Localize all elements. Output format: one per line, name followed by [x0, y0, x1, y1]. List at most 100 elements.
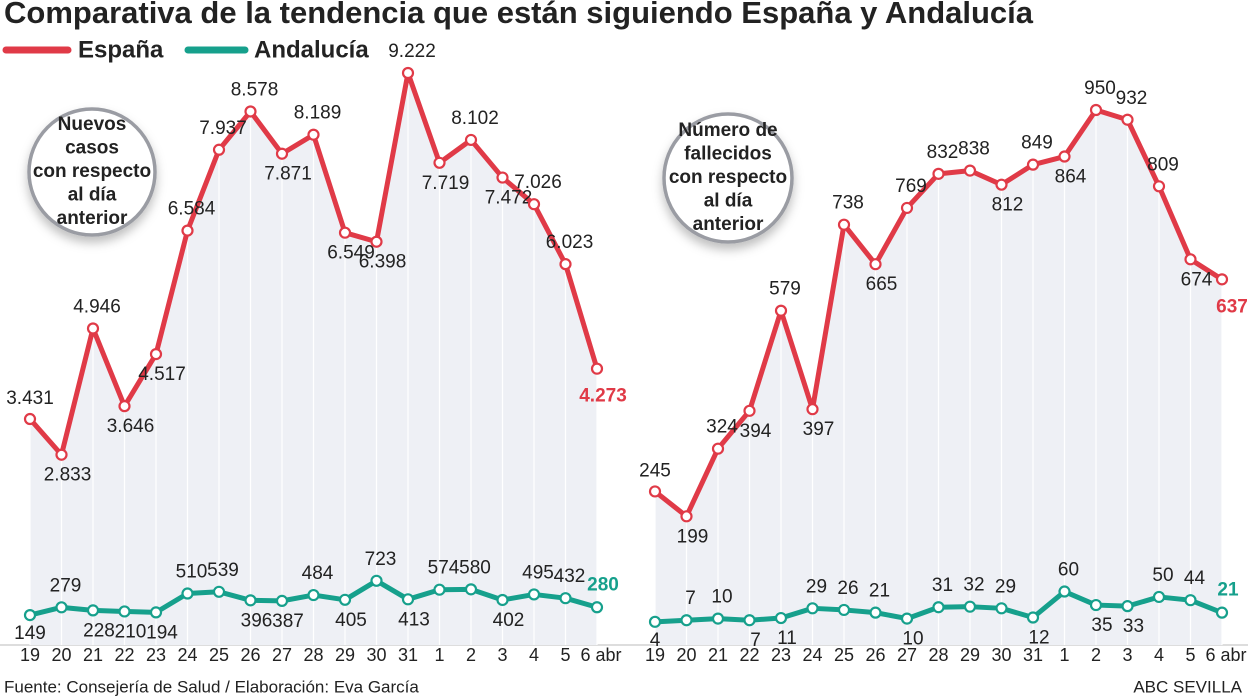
- data-point: [401, 66, 415, 80]
- value-label: 8.189: [294, 103, 342, 124]
- data-point: [118, 400, 131, 413]
- value-label: 484: [302, 563, 334, 584]
- value-label: 210: [115, 621, 147, 642]
- data-point: [1121, 113, 1134, 126]
- value-label: 396: [241, 610, 273, 631]
- value-label: 413: [398, 609, 430, 630]
- x-tick-label: 6 abr: [580, 645, 621, 665]
- annotation-text: Nuevos: [58, 114, 127, 135]
- value-label: 35: [1091, 615, 1112, 636]
- value-label: 950: [1084, 78, 1116, 99]
- annotation-circle: [662, 112, 794, 244]
- x-tick-label: 22: [114, 645, 134, 665]
- value-label: 580: [459, 557, 491, 578]
- data-point: [307, 588, 320, 602]
- value-label: 838: [958, 139, 990, 160]
- data-point: [559, 258, 572, 271]
- data-point: [433, 583, 446, 596]
- data-point: [1026, 158, 1040, 171]
- value-label: 4.946: [73, 296, 121, 317]
- data-point: [837, 603, 851, 617]
- value-label: 932: [1116, 88, 1148, 109]
- data-point: [590, 362, 604, 375]
- x-tick-label: 1: [1059, 645, 1069, 665]
- data-point: [55, 448, 68, 461]
- value-label: 4: [650, 630, 661, 651]
- value-label: 3.646: [107, 416, 155, 437]
- data-point: [743, 404, 756, 417]
- value-label: 432: [554, 566, 586, 587]
- data-point: [1058, 150, 1071, 163]
- x-tick-label: 4: [1154, 645, 1164, 665]
- data-point: [869, 606, 882, 619]
- data-point: [86, 604, 100, 617]
- data-point: [711, 612, 725, 625]
- data-point: [149, 606, 163, 619]
- data-point: [118, 605, 131, 618]
- value-label: 4.517: [138, 364, 186, 385]
- value-label: 579: [769, 279, 801, 300]
- value-label: 665: [866, 274, 898, 295]
- x-tick-label: 30: [366, 645, 386, 665]
- value-label: 7: [685, 588, 696, 609]
- data-point: [806, 403, 819, 416]
- data-point: [590, 601, 604, 614]
- value-label: 21: [1217, 580, 1239, 601]
- x-tick-label: 23: [146, 645, 166, 665]
- x-tick-label: 21: [83, 645, 103, 665]
- data-point: [995, 178, 1008, 191]
- x-tick-label: 29: [335, 645, 355, 665]
- value-label: 3.431: [6, 388, 54, 409]
- value-label: 394: [740, 421, 772, 442]
- x-tick-label: 5: [560, 645, 570, 665]
- value-label: 402: [493, 610, 525, 631]
- data-point: [86, 322, 100, 335]
- data-point: [275, 147, 289, 160]
- data-point: [806, 602, 819, 615]
- data-point: [23, 412, 37, 426]
- x-tick-label: 26: [865, 645, 885, 665]
- data-point: [370, 235, 383, 248]
- value-label: 6.398: [359, 252, 407, 273]
- value-label: 6.023: [546, 232, 594, 253]
- source: Fuente: Consejería de Salud / Elaboració…: [4, 677, 419, 696]
- annotation-text: Número de: [678, 120, 777, 141]
- value-label: 10: [902, 629, 923, 650]
- annotation-text: anterior: [57, 208, 128, 229]
- data-point: [1215, 273, 1229, 286]
- data-point: [963, 164, 977, 177]
- data-point: [743, 614, 756, 627]
- data-point: [711, 442, 725, 455]
- data-point: [1215, 606, 1229, 619]
- data-point: [307, 128, 320, 141]
- data-point: [1121, 600, 1134, 613]
- value-label: 26: [837, 578, 858, 599]
- data-point: [338, 593, 352, 606]
- x-tick-label: 31: [1023, 645, 1043, 665]
- data-point: [869, 258, 882, 271]
- value-label: 7.472: [485, 188, 533, 209]
- x-tick-label: 19: [20, 645, 40, 665]
- x-tick-label: 27: [897, 645, 917, 665]
- data-point: [338, 226, 352, 239]
- value-label: 7: [750, 630, 761, 651]
- x-tick-label: 28: [928, 645, 948, 665]
- value-label: 723: [365, 549, 397, 570]
- data-point: [932, 167, 945, 180]
- data-point: [55, 601, 68, 614]
- data-point: [774, 304, 788, 317]
- data-point: [212, 143, 226, 156]
- value-label: 7.026: [514, 172, 562, 193]
- value-label: 245: [639, 460, 671, 481]
- annotation-circle: [27, 107, 157, 237]
- data-point: [648, 485, 662, 498]
- x-tick-label: 29: [960, 645, 980, 665]
- x-tick-label: 28: [303, 645, 323, 665]
- credit: ABC SEVILLA: [1133, 677, 1242, 696]
- x-tick-label: 24: [177, 645, 197, 665]
- value-label: 849: [1021, 133, 1053, 154]
- value-label: 29: [995, 576, 1016, 597]
- data-point: [496, 593, 509, 607]
- x-tick-label: 25: [209, 645, 229, 665]
